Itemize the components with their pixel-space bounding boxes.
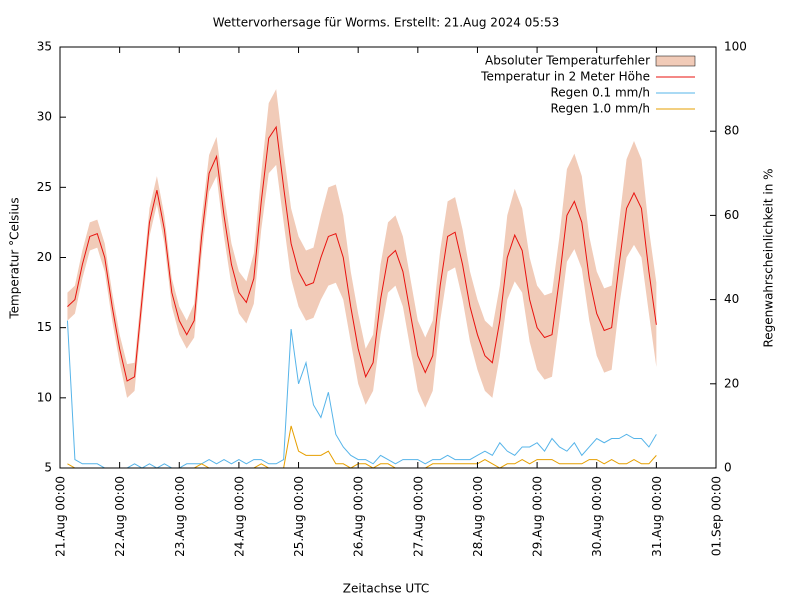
x-tick-label: 23.Aug 00:00: [173, 476, 187, 557]
x-tick-label: 31.Aug 00:00: [650, 476, 664, 557]
series-line: [67, 125, 657, 382]
x-axis-label: Zeitachse UTC: [343, 582, 429, 596]
x-tick-label: 27.Aug 00:00: [411, 476, 425, 557]
y-tick-label: 5: [44, 461, 52, 475]
x-tick-label: 28.Aug 00:00: [471, 476, 485, 557]
y2-axis-label: Regenwahrscheinlichkeit in %: [762, 168, 776, 347]
y-tick-label: 10: [37, 390, 52, 404]
legend-label: Absoluter Temperaturfehler: [485, 54, 650, 68]
error-band: [67, 89, 657, 408]
y-tick-label: 15: [37, 320, 52, 334]
legend-swatch: [655, 55, 696, 67]
x-tick-label: 01.Sep 00:00: [710, 476, 724, 556]
y2-tick-label: 60: [724, 208, 739, 222]
y-axis-label: Temperatur °Celsius: [8, 197, 22, 319]
y-tick-label: 35: [37, 40, 52, 54]
x-tick-label: 25.Aug 00:00: [292, 476, 306, 557]
x-tick-label: 30.Aug 00:00: [590, 476, 604, 557]
x-tick-label: 29.Aug 00:00: [531, 476, 545, 557]
chart-title: Wettervorhersage für Worms. Erstellt: 21…: [213, 16, 560, 30]
x-tick-label: 22.Aug 00:00: [113, 476, 127, 557]
y2-tick-label: 40: [724, 292, 739, 306]
x-tick-label: 24.Aug 00:00: [232, 476, 246, 557]
legend-label: Regen 1.0 mm/h: [550, 102, 650, 116]
legend-label: Regen 0.1 mm/h: [550, 86, 650, 100]
y2-tick-label: 80: [724, 124, 739, 138]
x-tick-label: 21.Aug 00:00: [54, 476, 68, 557]
x-tick-label: 26.Aug 00:00: [352, 476, 366, 557]
y-tick-label: 25: [37, 180, 52, 194]
y2-tick-label: 100: [724, 40, 747, 54]
legend-label: Temperatur in 2 Meter Höhe: [480, 70, 650, 84]
y-tick-label: 20: [37, 250, 52, 264]
series-line: [66, 320, 657, 469]
y-tick-label: 30: [37, 110, 52, 124]
y2-tick-label: 0: [724, 461, 732, 475]
y2-tick-label: 20: [724, 376, 739, 390]
